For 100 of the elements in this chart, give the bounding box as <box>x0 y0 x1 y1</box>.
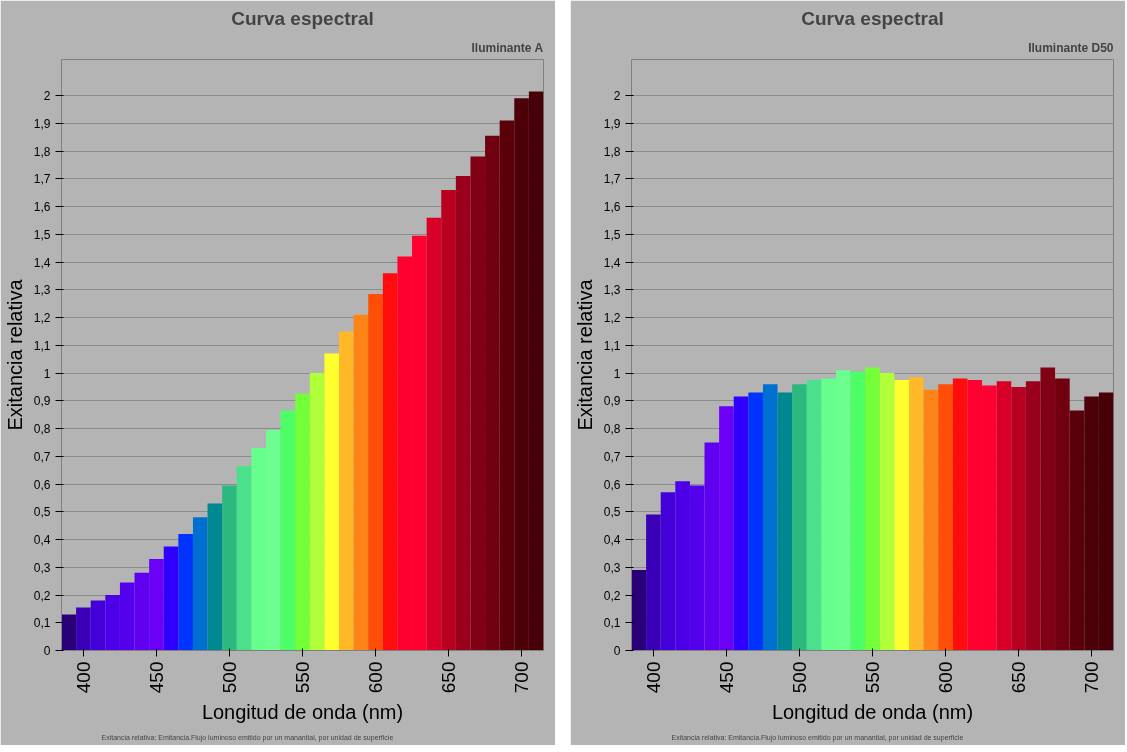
y-tick-label: 2 <box>43 89 51 104</box>
bar <box>850 371 866 651</box>
y-tick-label: 0 <box>613 644 621 658</box>
y-tick-label: 0,4 <box>33 533 51 548</box>
y-tick-label: 1,7 <box>603 172 621 187</box>
x-tick-label: 700 <box>1081 661 1103 694</box>
bar <box>1055 378 1070 651</box>
bar <box>339 331 354 651</box>
bar <box>631 570 647 651</box>
bar <box>76 607 91 651</box>
y-tick-label: 0,3 <box>603 560 621 575</box>
y-tick-label: 2 <box>613 89 621 104</box>
bar <box>455 176 471 651</box>
chart-subtitle: Iluminante D50 <box>1028 40 1114 55</box>
bar <box>923 389 939 651</box>
y-tick-label: 0,5 <box>33 505 51 520</box>
bar <box>178 533 193 651</box>
y-tick-label: 1,1 <box>603 338 621 353</box>
y-tick-label: 1,1 <box>33 338 51 353</box>
bar <box>1011 386 1026 651</box>
y-tick-label: 1 <box>43 366 51 381</box>
y-tick-label: 0,7 <box>603 449 621 464</box>
bar <box>368 293 383 651</box>
x-tick-label: 650 <box>438 661 460 694</box>
bar <box>324 353 340 651</box>
bar <box>646 514 661 651</box>
y-tick-label: 1,8 <box>33 144 51 159</box>
y-axis-title: Exitancia relativa <box>3 278 26 431</box>
y-tick-label: 0,1 <box>33 616 51 631</box>
bar <box>353 314 369 651</box>
bar <box>879 373 895 651</box>
y-tick-label: 0,5 <box>603 505 621 520</box>
y-tick-label: 1,4 <box>603 255 621 270</box>
bar <box>806 379 822 651</box>
bar <box>792 384 807 651</box>
y-tick-label: 1,3 <box>33 283 51 298</box>
y-tick-label: 1 <box>613 366 621 381</box>
bar <box>762 384 778 651</box>
chart-subtitle: Iluminante A <box>471 40 544 55</box>
x-tick-label: 400 <box>642 661 664 694</box>
x-tick-label: 550 <box>862 661 883 694</box>
bar <box>733 396 749 651</box>
chart-title: Curva espectral <box>801 7 944 29</box>
bar <box>192 517 208 651</box>
bar <box>382 273 398 651</box>
y-tick-label: 0,2 <box>33 588 51 603</box>
x-tick-label: 500 <box>788 661 810 694</box>
bar <box>280 410 296 651</box>
y-tick-label: 1,7 <box>33 172 51 187</box>
y-tick-label: 0,8 <box>33 422 51 437</box>
x-tick-label: 550 <box>292 661 313 694</box>
y-tick-label: 0,2 <box>603 588 621 603</box>
bar <box>865 367 880 651</box>
bar <box>441 189 456 651</box>
bar <box>470 156 486 651</box>
bar <box>1025 381 1041 651</box>
bar <box>660 492 676 651</box>
bar <box>894 379 910 651</box>
chart-title: Curva espectral <box>231 7 374 29</box>
y-tick-label: 1,6 <box>33 200 51 215</box>
y-tick-label: 1,5 <box>603 227 621 242</box>
x-tick-label: 600 <box>365 661 387 694</box>
x-axis-title: Longitud de onda (nm) <box>201 701 404 724</box>
y-tick-label: 0 <box>43 644 51 658</box>
bar <box>207 503 223 651</box>
bar <box>236 465 252 651</box>
y-tick-label: 1,6 <box>603 200 621 215</box>
bar <box>1069 410 1085 651</box>
y-tick-label: 1,2 <box>33 311 51 326</box>
y-tick-label: 0,6 <box>603 477 621 492</box>
bar <box>938 384 953 651</box>
y-tick-label: 0,9 <box>33 394 51 409</box>
x-tick-label: 700 <box>511 661 533 694</box>
bar <box>222 485 237 651</box>
bar <box>909 377 924 651</box>
y-tick-label: 0,6 <box>33 477 51 492</box>
bar <box>777 392 793 651</box>
y-tick-label: 0,9 <box>603 394 621 409</box>
x-tick-label: 450 <box>715 661 737 694</box>
y-tick-label: 1,5 <box>33 227 51 242</box>
y-tick-label: 0,1 <box>603 616 621 631</box>
bar <box>748 392 763 651</box>
y-tick-label: 1,8 <box>603 144 621 159</box>
x-tick-label: 450 <box>145 661 167 694</box>
bar <box>485 135 500 651</box>
bar <box>295 393 310 651</box>
y-tick-label: 0,3 <box>33 560 51 575</box>
bar <box>309 373 325 651</box>
bar <box>163 546 179 651</box>
x-tick-label: 500 <box>218 661 240 694</box>
bar <box>952 378 968 651</box>
bar <box>426 217 442 651</box>
y-tick-label: 0,8 <box>603 422 621 437</box>
y-axis-title: Exitancia relativa <box>573 278 596 431</box>
y-tick-label: 1,2 <box>603 311 621 326</box>
y-tick-label: 1,9 <box>603 116 621 131</box>
bar <box>90 600 106 651</box>
y-tick-label: 1,9 <box>33 116 51 131</box>
bar <box>1040 367 1056 651</box>
bar <box>996 381 1012 651</box>
